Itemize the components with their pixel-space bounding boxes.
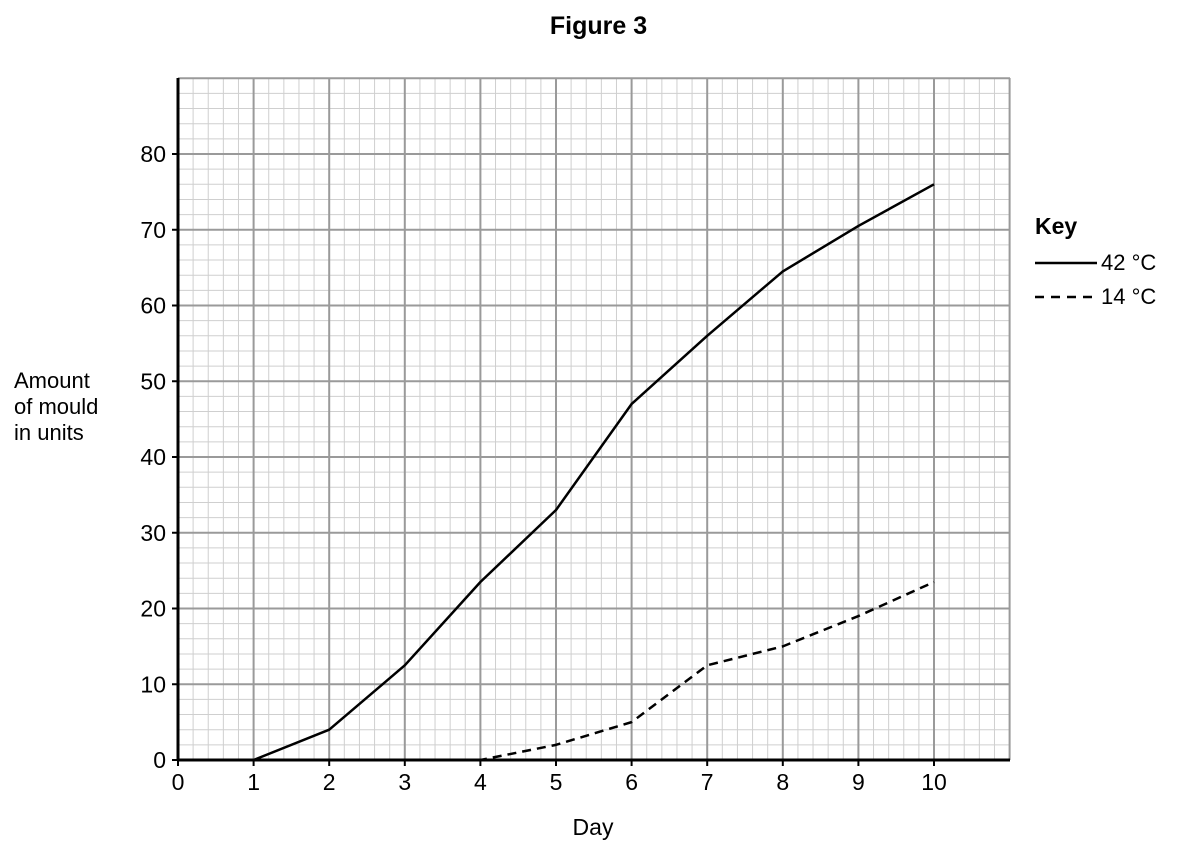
x-tick-label: 7	[701, 769, 714, 795]
legend-label-14c: 14 °C	[1101, 284, 1156, 310]
y-tick-label: 40	[140, 444, 166, 470]
tick-labels: 0 1 2 3 4 5 6 7 8 9 10 0 10 20 30 40 50 60 70 80	[140, 141, 946, 795]
legend-label-42c: 42 °C	[1101, 250, 1156, 276]
x-tick-label: 4	[474, 769, 487, 795]
x-tick-label: 5	[550, 769, 563, 795]
x-tick-label: 8	[776, 769, 789, 795]
legend-item-42c: 42 °C	[1035, 252, 1077, 286]
legend-swatch-solid	[1035, 260, 1097, 266]
legend-item-14c: 14 °C	[1035, 286, 1077, 320]
y-tick-label: 0	[153, 747, 166, 773]
x-tick-label: 3	[398, 769, 411, 795]
legend-swatch-dashed	[1035, 294, 1097, 300]
y-tick-label: 30	[140, 520, 166, 546]
legend-title: Key	[1035, 213, 1077, 240]
x-tick-label: 0	[172, 769, 185, 795]
minor-grid	[178, 78, 1010, 760]
y-tick-label: 20	[140, 596, 166, 622]
axes	[178, 78, 1010, 760]
y-tick-label: 50	[140, 368, 166, 394]
x-tick-label: 9	[852, 769, 865, 795]
x-tick-label: 2	[323, 769, 336, 795]
x-tick-label: 10	[921, 769, 947, 795]
x-axis-label: Day	[573, 814, 614, 840]
x-tick-label: 6	[625, 769, 638, 795]
y-tick-label: 60	[140, 293, 166, 319]
y-tick-label: 80	[140, 141, 166, 167]
y-tick-label: 70	[140, 217, 166, 243]
x-tick-label: 1	[247, 769, 260, 795]
legend: Key 42 °C 14 °C	[1035, 213, 1077, 320]
y-tick-label: 10	[140, 671, 166, 697]
major-grid	[178, 78, 1010, 760]
